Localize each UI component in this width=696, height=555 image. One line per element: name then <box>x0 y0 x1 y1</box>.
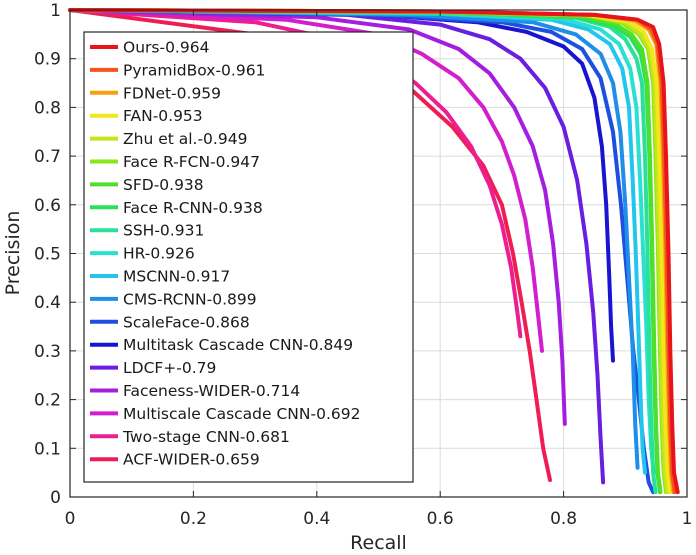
y-tick-label: 1 <box>50 1 61 21</box>
x-tick-label: 0.2 <box>180 509 207 529</box>
y-tick-label: 0.3 <box>34 342 61 362</box>
legend-label: Face R-FCN-0.947 <box>123 153 260 171</box>
y-tick-label: 0.8 <box>34 98 61 118</box>
legend-label: LDCF+-0.79 <box>123 359 216 377</box>
legend-label: PyramidBox-0.961 <box>123 61 265 79</box>
legend-label: CMS-RCNN-0.899 <box>123 290 257 308</box>
x-tick-label: 0 <box>65 509 76 529</box>
x-tick-label: 0.8 <box>550 509 577 529</box>
legend-label: Zhu et al.-0.949 <box>123 130 247 148</box>
legend-label: Face R-CNN-0.938 <box>123 199 263 217</box>
legend-label: Ours-0.964 <box>123 39 209 57</box>
legend-label: MSCNN-0.917 <box>123 268 230 286</box>
series-line <box>68 8 680 495</box>
legend-label: Multiscale Cascade CNN-0.692 <box>123 405 360 423</box>
legend-label: FDNet-0.959 <box>123 84 221 102</box>
series-line <box>68 8 606 485</box>
series-line <box>68 8 567 426</box>
x-tick-label: 1 <box>682 509 693 529</box>
legend-label: SFD-0.938 <box>123 176 204 194</box>
y-axis-title: Precision <box>2 211 24 296</box>
legend-label: Multitask Cascade CNN-0.849 <box>123 336 353 354</box>
legend-label: ScaleFace-0.868 <box>123 313 250 331</box>
axis-ticks: 0 0.2 0.4 0.6 0.8 1 0 0.1 0.2 0.3 0.4 0.5 0.6 0.7 0.8 0… <box>34 1 692 529</box>
y-tick-label: 0.5 <box>34 245 61 265</box>
legend-label: HR-0.926 <box>123 245 195 263</box>
x-axis-title: Recall <box>350 532 407 554</box>
y-tick-label: 0 <box>50 488 61 508</box>
legend-label: ACF-WIDER-0.659 <box>123 451 260 469</box>
legend-label: Faceness-WIDER-0.714 <box>123 382 300 400</box>
legend-label: Two-stage CNN-0.681 <box>122 428 290 446</box>
y-tick-label: 0.9 <box>34 50 61 70</box>
pr-curves <box>68 8 680 495</box>
x-tick-label: 0.4 <box>303 509 330 529</box>
legend: Ours-0.964 PyramidBox-0.961 FDNet-0.959 FAN… <box>83 31 414 483</box>
y-tick-label: 0.7 <box>34 147 61 167</box>
legend-box <box>83 31 414 483</box>
legend-label: SSH-0.931 <box>123 222 204 240</box>
y-tick-label: 0.1 <box>34 439 61 459</box>
y-tick-label: 0.6 <box>34 196 61 216</box>
x-tick-label: 0.6 <box>427 509 454 529</box>
series-line <box>68 8 640 470</box>
y-tick-label: 0.2 <box>34 391 61 411</box>
legend-label: FAN-0.953 <box>123 107 203 125</box>
y-tick-label: 0.4 <box>34 293 61 313</box>
